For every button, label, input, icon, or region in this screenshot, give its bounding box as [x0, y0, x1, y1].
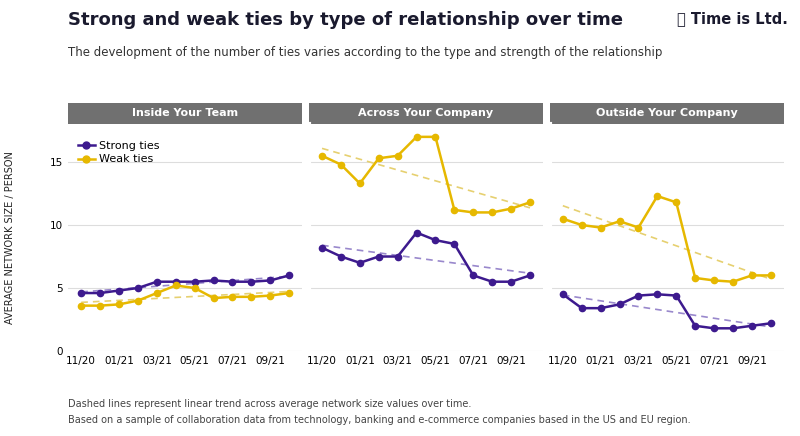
Text: AVERAGE NETWORK SIZE / PERSON: AVERAGE NETWORK SIZE / PERSON [5, 151, 14, 324]
Text: ⌛ Time is Ltd.: ⌛ Time is Ltd. [677, 11, 788, 26]
Bar [550, 103, 784, 124]
Legend: Strong ties, Weak ties: Strong ties, Weak ties [74, 136, 164, 169]
Bar [309, 103, 543, 124]
Text: Based on a sample of collaboration data from technology, banking and e-commerce : Based on a sample of collaboration data … [68, 415, 690, 425]
Text: Dashed lines represent linear trend across average network size values over time: Dashed lines represent linear trend acro… [68, 399, 471, 409]
Text: Outside Your Company: Outside Your Company [596, 109, 738, 119]
Text: Strong and weak ties by type of relationship over time: Strong and weak ties by type of relation… [68, 11, 623, 29]
Text: Inside Your Team: Inside Your Team [132, 109, 238, 119]
Text: Across Your Company: Across Your Company [358, 109, 494, 119]
Bar [68, 103, 302, 124]
Text: The development of the number of ties varies according to the type and strength : The development of the number of ties va… [68, 46, 662, 59]
